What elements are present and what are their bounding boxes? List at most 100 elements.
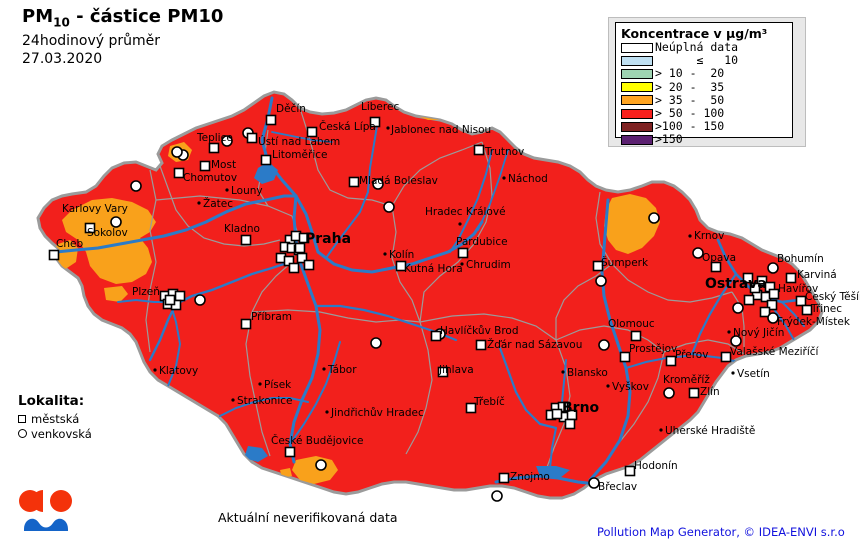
urban-station-marker[interactable] bbox=[624, 465, 636, 477]
urban-station-marker[interactable] bbox=[430, 330, 442, 342]
urban-station-marker[interactable] bbox=[437, 366, 449, 378]
rural-station-marker[interactable] bbox=[110, 216, 122, 228]
urban-station-marker[interactable] bbox=[665, 355, 677, 367]
rural-station-marker[interactable] bbox=[730, 335, 742, 347]
city-label: Liberec bbox=[361, 101, 399, 113]
rural-station-marker[interactable] bbox=[315, 459, 327, 471]
urban-station-marker[interactable] bbox=[199, 160, 211, 172]
locality-title: Lokalita: bbox=[18, 393, 85, 409]
rural-station-marker[interactable] bbox=[598, 339, 610, 351]
rural-station-marker[interactable] bbox=[588, 477, 600, 489]
rural-station-marker[interactable] bbox=[491, 490, 503, 502]
legend-color-swatch bbox=[621, 55, 653, 66]
rural-station-marker[interactable] bbox=[130, 180, 142, 192]
city-point-marker bbox=[460, 262, 464, 266]
rural-station-marker[interactable] bbox=[692, 247, 704, 259]
rural-station-marker[interactable] bbox=[767, 312, 779, 324]
rural-station-marker[interactable] bbox=[221, 135, 233, 147]
urban-station-marker[interactable] bbox=[348, 176, 360, 188]
rural-station-marker[interactable] bbox=[370, 337, 382, 349]
locality-key: Lokalita: městská venkovská bbox=[18, 393, 92, 441]
legend-range-label: Neúplná data bbox=[655, 40, 739, 55]
urban-station-marker[interactable] bbox=[475, 339, 487, 351]
rural-station-marker[interactable] bbox=[595, 275, 607, 287]
city-point-marker bbox=[659, 428, 663, 432]
urban-station-marker[interactable] bbox=[795, 295, 807, 307]
urban-station-marker[interactable] bbox=[84, 222, 96, 234]
city-label: Olomouc bbox=[608, 318, 655, 330]
city-point-marker bbox=[606, 384, 610, 388]
city-label: Hradec Králové bbox=[425, 206, 506, 218]
urban-station-marker[interactable] bbox=[551, 408, 563, 420]
rural-station-marker[interactable] bbox=[383, 201, 395, 213]
rural-station-marker[interactable] bbox=[663, 387, 675, 399]
urban-station-marker[interactable] bbox=[260, 154, 272, 166]
urban-station-marker[interactable] bbox=[465, 402, 477, 414]
city-label: Cheb bbox=[56, 238, 83, 250]
urban-station-marker[interactable] bbox=[265, 114, 277, 126]
urban-station-marker[interactable] bbox=[619, 351, 631, 363]
urban-station-marker[interactable] bbox=[303, 259, 315, 271]
legend-range-label: > 50 - 100 bbox=[655, 106, 725, 121]
city-label: Krnov bbox=[694, 230, 724, 242]
urban-station-marker[interactable] bbox=[48, 249, 60, 261]
map-rivers bbox=[54, 96, 805, 494]
urban-station-marker[interactable] bbox=[288, 262, 300, 274]
urban-station-marker[interactable] bbox=[174, 290, 186, 302]
urban-station-marker[interactable] bbox=[688, 387, 700, 399]
urban-station-marker[interactable] bbox=[473, 144, 485, 156]
city-label: Chrudim bbox=[466, 259, 511, 271]
urban-station-marker[interactable] bbox=[369, 116, 381, 128]
credit-text[interactable]: Pollution Map Generator, © IDEA-ENVI s.r… bbox=[597, 525, 845, 539]
urban-station-marker[interactable] bbox=[246, 132, 258, 144]
rural-station-marker[interactable] bbox=[171, 146, 183, 158]
urban-station-marker[interactable] bbox=[742, 272, 754, 284]
city-label: Klatovy bbox=[159, 365, 198, 377]
rural-station-marker[interactable] bbox=[732, 302, 744, 314]
urban-station-marker[interactable] bbox=[749, 282, 761, 294]
urban-station-marker[interactable] bbox=[306, 126, 318, 138]
urban-station-marker[interactable] bbox=[395, 260, 407, 272]
page-title: PM10 - částice PM10 bbox=[22, 6, 223, 30]
urban-station-marker[interactable] bbox=[208, 142, 220, 154]
urban-station-marker[interactable] bbox=[240, 234, 252, 246]
urban-station-marker[interactable] bbox=[785, 272, 797, 284]
urban-station-marker[interactable] bbox=[592, 260, 604, 272]
title-pollutant: PM bbox=[22, 6, 54, 27]
city-label: Ústí nad Labem bbox=[258, 135, 340, 148]
urban-station-marker[interactable] bbox=[710, 261, 722, 273]
legend-row: > 20 - 35 bbox=[621, 81, 787, 94]
legend-range-label: > 35 - 50 bbox=[655, 92, 725, 107]
urban-station-marker[interactable] bbox=[164, 294, 176, 306]
urban-station-marker[interactable] bbox=[756, 275, 768, 287]
city-label: Teplice bbox=[196, 132, 233, 144]
city-label: Prostějov bbox=[629, 343, 677, 355]
rural-station-marker[interactable] bbox=[767, 262, 779, 274]
urban-station-marker[interactable] bbox=[173, 167, 185, 179]
urban-station-marker[interactable] bbox=[743, 294, 755, 306]
urban-station-marker[interactable] bbox=[766, 299, 778, 311]
city-label: České Budějovice bbox=[271, 434, 363, 447]
city-label: Vyškov bbox=[612, 381, 649, 393]
urban-station-marker[interactable] bbox=[284, 446, 296, 458]
urban-station-marker[interactable] bbox=[768, 288, 780, 300]
urban-station-marker[interactable] bbox=[564, 418, 576, 430]
urban-station-marker[interactable] bbox=[498, 472, 510, 484]
rural-station-marker[interactable] bbox=[372, 178, 384, 190]
urban-station-marker[interactable] bbox=[298, 232, 310, 244]
urban-station-marker[interactable] bbox=[630, 330, 642, 342]
city-label: Zlín bbox=[700, 386, 720, 398]
legend-row: >150 bbox=[621, 133, 787, 146]
urban-station-marker[interactable] bbox=[801, 304, 813, 316]
rural-station-marker[interactable] bbox=[194, 294, 206, 306]
urban-station-marker[interactable] bbox=[557, 401, 569, 413]
urban-station-marker[interactable] bbox=[240, 318, 252, 330]
city-label: Náchod bbox=[508, 173, 548, 185]
locality-rural-label: venkovská bbox=[31, 426, 92, 441]
urban-station-marker[interactable] bbox=[296, 252, 308, 264]
rural-station-marker[interactable] bbox=[648, 212, 660, 224]
urban-station-marker[interactable] bbox=[457, 247, 469, 259]
urban-station-marker[interactable] bbox=[759, 306, 771, 318]
urban-station-marker[interactable] bbox=[294, 242, 306, 254]
urban-station-marker[interactable] bbox=[720, 351, 732, 363]
